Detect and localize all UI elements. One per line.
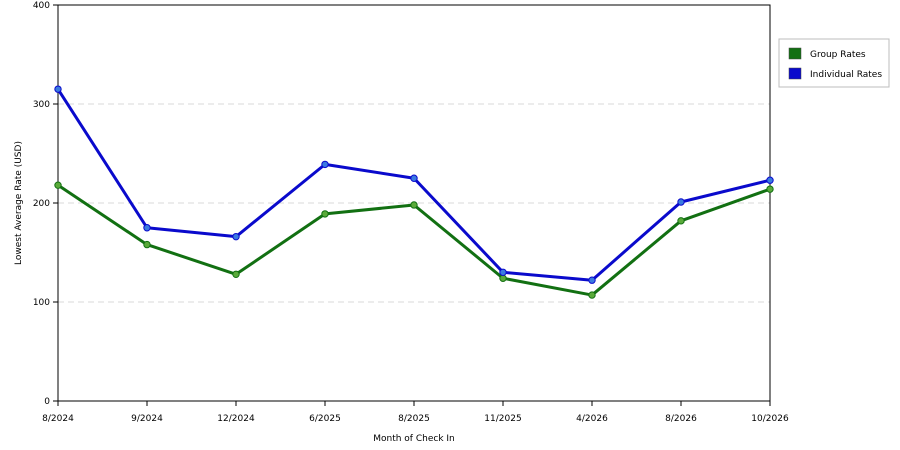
data-point [410,174,418,182]
tick-labels: 0 100 200 300 400 8/2024 9/2024 12/2024 6/2025 8/… [33,1,789,424]
x-tick-label: 9/2024 [131,414,163,424]
data-point [321,160,329,169]
data-series [54,85,774,299]
data-point [766,176,774,184]
x-tick-label: 6/2025 [309,414,341,424]
x-axis-title: Month of Check In [373,434,455,444]
data-point [143,240,151,249]
data-point [677,198,685,206]
y-tick-label: 400 [33,1,50,11]
legend-label: Group Rates [810,50,866,60]
chart-axes [53,4,771,406]
x-tick-label: 8/2024 [42,414,74,424]
data-point [143,224,151,232]
data-point [677,217,685,225]
chart-legend: Group Rates Individual Rates [778,38,890,88]
x-tick-label: 4/2026 [576,414,608,424]
legend-swatch [788,67,802,80]
data-point [54,85,62,93]
data-point [588,276,596,284]
x-tick-label: 10/2026 [751,414,789,424]
legend-swatch [788,47,802,60]
data-point [588,291,596,299]
x-tick-label: 12/2024 [217,414,255,424]
x-tick-label: 8/2026 [665,414,697,424]
y-tick-label: 0 [44,397,50,407]
series-group-rates [54,181,774,299]
data-point [766,185,774,193]
y-tick-label: 200 [33,199,50,209]
y-tick-label: 100 [33,298,50,308]
data-point [54,181,62,189]
y-tick-label: 300 [33,100,50,110]
data-point [410,201,418,209]
x-tick-label: 11/2025 [484,414,521,424]
data-point [232,232,240,241]
data-point [499,268,507,276]
data-point [321,210,329,218]
x-tick-label: 8/2025 [398,414,430,424]
legend-label: Individual Rates [810,70,882,80]
series-individual-rates [54,85,774,284]
y-axis-title: Lowest Average Rate (USD) [14,141,24,265]
data-point [232,270,240,278]
